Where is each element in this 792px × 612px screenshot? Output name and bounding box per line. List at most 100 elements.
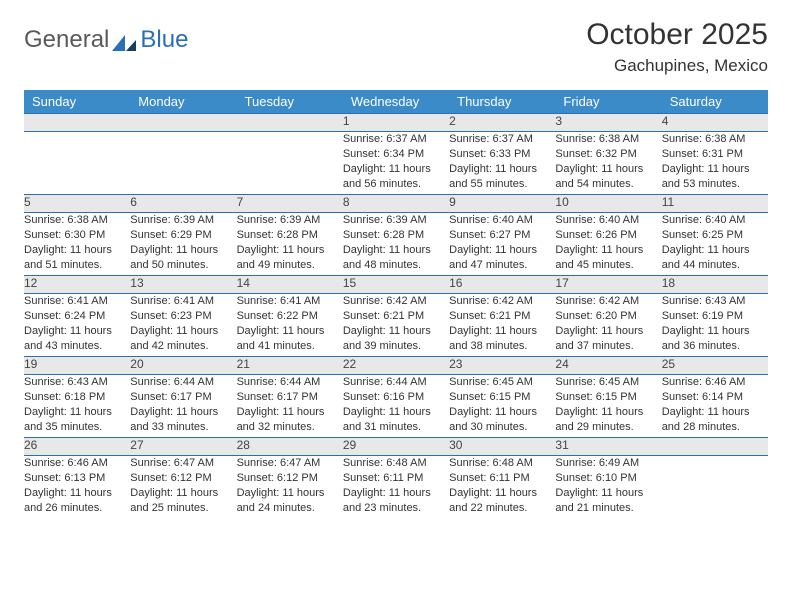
sunset-text: Sunset: 6:34 PM <box>343 147 449 162</box>
day-info-cell: Sunrise: 6:48 AMSunset: 6:11 PMDaylight:… <box>343 456 449 519</box>
weekday-header: Friday <box>555 90 661 114</box>
sunrise-text: Sunrise: 6:46 AM <box>662 375 768 390</box>
sunrise-text: Sunrise: 6:41 AM <box>130 294 236 309</box>
daylight-text: Daylight: 11 hours and 42 minutes. <box>130 324 236 354</box>
day-info-cell: Sunrise: 6:39 AMSunset: 6:28 PMDaylight:… <box>237 213 343 276</box>
weekday-header: Thursday <box>449 90 555 114</box>
sunrise-text: Sunrise: 6:48 AM <box>449 456 555 471</box>
day-number: 23 <box>449 357 462 371</box>
day-number-cell: 15 <box>343 276 449 294</box>
sunset-text: Sunset: 6:26 PM <box>555 228 661 243</box>
daylight-text: Daylight: 11 hours and 41 minutes. <box>237 324 343 354</box>
day-info-cell: Sunrise: 6:42 AMSunset: 6:20 PMDaylight:… <box>555 294 661 357</box>
sunset-text: Sunset: 6:15 PM <box>555 390 661 405</box>
sunset-text: Sunset: 6:24 PM <box>24 309 130 324</box>
sunset-text: Sunset: 6:20 PM <box>555 309 661 324</box>
day-info-row: Sunrise: 6:41 AMSunset: 6:24 PMDaylight:… <box>24 294 768 357</box>
day-number: 30 <box>449 438 462 452</box>
day-number-cell: 20 <box>130 357 236 375</box>
day-info-cell <box>662 456 768 519</box>
day-number-row: 12131415161718 <box>24 276 768 294</box>
sunrise-text: Sunrise: 6:47 AM <box>130 456 236 471</box>
day-number-cell: 17 <box>555 276 661 294</box>
day-number: 6 <box>130 195 137 209</box>
day-number: 18 <box>662 276 675 290</box>
sunrise-text: Sunrise: 6:40 AM <box>662 213 768 228</box>
daylight-text: Daylight: 11 hours and 22 minutes. <box>449 486 555 516</box>
sunrise-text: Sunrise: 6:38 AM <box>662 132 768 147</box>
daylight-text: Daylight: 11 hours and 54 minutes. <box>555 162 661 192</box>
sunrise-text: Sunrise: 6:43 AM <box>24 375 130 390</box>
day-number-cell: 31 <box>555 438 661 456</box>
day-number-cell: 9 <box>449 195 555 213</box>
day-info-cell: Sunrise: 6:42 AMSunset: 6:21 PMDaylight:… <box>343 294 449 357</box>
day-info-cell: Sunrise: 6:42 AMSunset: 6:21 PMDaylight:… <box>449 294 555 357</box>
day-number-cell: 24 <box>555 357 661 375</box>
day-number-cell: 30 <box>449 438 555 456</box>
daylight-text: Daylight: 11 hours and 26 minutes. <box>24 486 130 516</box>
day-info-cell: Sunrise: 6:39 AMSunset: 6:29 PMDaylight:… <box>130 213 236 276</box>
day-number: 10 <box>555 195 568 209</box>
sunrise-text: Sunrise: 6:39 AM <box>237 213 343 228</box>
day-info-cell: Sunrise: 6:46 AMSunset: 6:13 PMDaylight:… <box>24 456 130 519</box>
sunrise-text: Sunrise: 6:40 AM <box>449 213 555 228</box>
sunrise-text: Sunrise: 6:45 AM <box>555 375 661 390</box>
day-number: 26 <box>24 438 37 452</box>
sunrise-text: Sunrise: 6:44 AM <box>130 375 236 390</box>
sunrise-text: Sunrise: 6:37 AM <box>449 132 555 147</box>
day-info-cell: Sunrise: 6:41 AMSunset: 6:23 PMDaylight:… <box>130 294 236 357</box>
brand-text-general: General <box>24 26 109 54</box>
day-info-cell <box>24 132 130 195</box>
brand-logo: General Blue <box>24 26 188 54</box>
daylight-text: Daylight: 11 hours and 36 minutes. <box>662 324 768 354</box>
day-info-cell: Sunrise: 6:40 AMSunset: 6:26 PMDaylight:… <box>555 213 661 276</box>
daylight-text: Daylight: 11 hours and 37 minutes. <box>555 324 661 354</box>
day-info-cell: Sunrise: 6:44 AMSunset: 6:16 PMDaylight:… <box>343 375 449 438</box>
sunrise-text: Sunrise: 6:41 AM <box>24 294 130 309</box>
daylight-text: Daylight: 11 hours and 28 minutes. <box>662 405 768 435</box>
day-info-cell: Sunrise: 6:49 AMSunset: 6:10 PMDaylight:… <box>555 456 661 519</box>
day-info-cell: Sunrise: 6:39 AMSunset: 6:28 PMDaylight:… <box>343 213 449 276</box>
sunset-text: Sunset: 6:16 PM <box>343 390 449 405</box>
brand-text-blue: Blue <box>140 26 188 54</box>
daylight-text: Daylight: 11 hours and 24 minutes. <box>237 486 343 516</box>
day-info-cell: Sunrise: 6:37 AMSunset: 6:33 PMDaylight:… <box>449 132 555 195</box>
day-info-row: Sunrise: 6:38 AMSunset: 6:30 PMDaylight:… <box>24 213 768 276</box>
day-number-cell: 2 <box>449 114 555 132</box>
day-number: 22 <box>343 357 356 371</box>
day-info-cell: Sunrise: 6:44 AMSunset: 6:17 PMDaylight:… <box>130 375 236 438</box>
day-number-cell: 26 <box>24 438 130 456</box>
day-info-cell: Sunrise: 6:47 AMSunset: 6:12 PMDaylight:… <box>130 456 236 519</box>
sunset-text: Sunset: 6:10 PM <box>555 471 661 486</box>
day-number-cell: 12 <box>24 276 130 294</box>
daylight-text: Daylight: 11 hours and 43 minutes. <box>24 324 130 354</box>
day-number-row: 1234 <box>24 114 768 132</box>
day-number-cell: 5 <box>24 195 130 213</box>
day-number: 5 <box>24 195 31 209</box>
sunrise-text: Sunrise: 6:40 AM <box>555 213 661 228</box>
sunrise-text: Sunrise: 6:47 AM <box>237 456 343 471</box>
day-number: 12 <box>24 276 37 290</box>
sunrise-text: Sunrise: 6:39 AM <box>343 213 449 228</box>
day-number: 1 <box>343 114 350 128</box>
sunset-text: Sunset: 6:19 PM <box>662 309 768 324</box>
day-number: 27 <box>130 438 143 452</box>
day-number: 29 <box>343 438 356 452</box>
sunrise-text: Sunrise: 6:44 AM <box>343 375 449 390</box>
day-number: 24 <box>555 357 568 371</box>
sunset-text: Sunset: 6:27 PM <box>449 228 555 243</box>
day-number: 31 <box>555 438 568 452</box>
daylight-text: Daylight: 11 hours and 47 minutes. <box>449 243 555 273</box>
sunset-text: Sunset: 6:33 PM <box>449 147 555 162</box>
daylight-text: Daylight: 11 hours and 38 minutes. <box>449 324 555 354</box>
day-number: 11 <box>662 195 674 209</box>
brand-sail-icon <box>112 30 138 48</box>
sunrise-text: Sunrise: 6:49 AM <box>555 456 661 471</box>
daylight-text: Daylight: 11 hours and 48 minutes. <box>343 243 449 273</box>
day-number: 13 <box>130 276 143 290</box>
sunset-text: Sunset: 6:22 PM <box>237 309 343 324</box>
daylight-text: Daylight: 11 hours and 55 minutes. <box>449 162 555 192</box>
daylight-text: Daylight: 11 hours and 56 minutes. <box>343 162 449 192</box>
day-number-cell: 14 <box>237 276 343 294</box>
sunset-text: Sunset: 6:21 PM <box>449 309 555 324</box>
